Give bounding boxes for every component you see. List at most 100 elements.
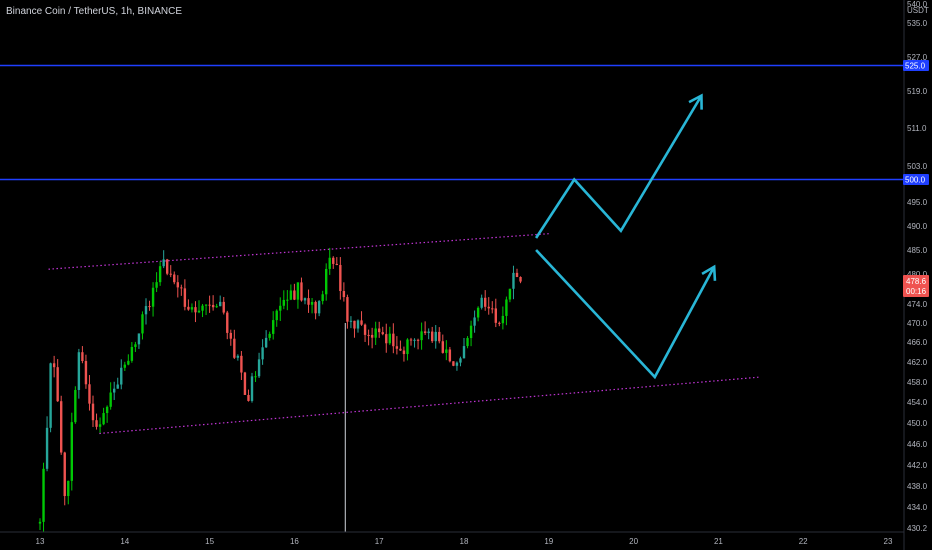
candle-body xyxy=(488,307,490,309)
candle-body xyxy=(145,306,147,314)
candle-body xyxy=(509,289,511,300)
candle-body xyxy=(49,363,51,428)
candle-body xyxy=(314,302,316,313)
candle-body xyxy=(470,326,472,338)
price-tick-label: 446.0 xyxy=(907,440,928,449)
candle-body xyxy=(56,367,58,401)
time-tick-label: 15 xyxy=(205,537,214,546)
candle-body xyxy=(268,334,270,338)
candle-body xyxy=(64,453,66,497)
price-level-badge-label: 500.0 xyxy=(905,176,926,185)
candle-body xyxy=(258,359,260,376)
candle-body xyxy=(201,306,203,311)
price-tick-label: 462.0 xyxy=(907,358,928,367)
candle-body xyxy=(60,401,62,452)
candle-body xyxy=(215,306,217,307)
candle-body xyxy=(265,338,267,347)
candle-body xyxy=(276,311,278,320)
candle-body xyxy=(459,358,461,362)
candle-body xyxy=(106,407,108,413)
candle-body xyxy=(109,393,111,407)
candle-body xyxy=(180,287,182,288)
candle-body xyxy=(449,349,451,361)
candle-body xyxy=(272,320,274,334)
candle-body xyxy=(74,390,76,422)
price-tick-label: 434.0 xyxy=(907,503,928,512)
candle-body xyxy=(279,306,281,311)
candle-body xyxy=(491,308,493,309)
price-axis[interactable]: 540.0535.0527.0519.0511.0503.0495.0490.0… xyxy=(907,0,929,533)
candle-body xyxy=(120,368,122,385)
candle-body xyxy=(226,313,228,333)
candle-body xyxy=(346,297,348,322)
projection-breakout-path[interactable] xyxy=(536,96,701,238)
candle-body xyxy=(88,384,90,403)
time-tick-label: 20 xyxy=(629,537,638,546)
price-tick-label: 490.0 xyxy=(907,222,928,231)
candle-body xyxy=(159,266,161,282)
candle-body xyxy=(353,321,355,329)
channel-lower-line[interactable] xyxy=(99,377,760,434)
candle-body xyxy=(350,321,352,322)
candle-body xyxy=(332,258,334,264)
candle-body xyxy=(286,300,288,301)
time-axis[interactable]: 1314151617181920212223 xyxy=(36,537,893,546)
candle-body xyxy=(427,332,429,333)
price-tick-label: 470.0 xyxy=(907,319,928,328)
candle-body xyxy=(244,373,246,395)
candle-body xyxy=(336,264,338,265)
candle-body xyxy=(307,298,309,305)
candle-body xyxy=(187,307,189,310)
candle-body xyxy=(435,332,437,341)
time-tick-label: 22 xyxy=(799,537,808,546)
candle-body xyxy=(92,404,94,421)
candle-body xyxy=(67,481,69,496)
candle-body xyxy=(442,341,444,353)
time-tick-label: 19 xyxy=(544,537,553,546)
candle-body xyxy=(399,349,401,351)
price-tick-label: 454.0 xyxy=(907,398,928,407)
price-tick-label: 438.0 xyxy=(907,482,928,491)
price-unit-label: USDT xyxy=(907,6,929,15)
candle-body xyxy=(357,320,359,328)
candle-body xyxy=(148,306,150,307)
candle-body xyxy=(371,335,373,338)
candle-body xyxy=(329,258,331,269)
candle-body xyxy=(208,305,210,306)
price-tick-label: 458.0 xyxy=(907,378,928,387)
candle-body xyxy=(99,424,101,427)
price-tick-label: 442.0 xyxy=(907,461,928,470)
candle-body xyxy=(240,356,242,373)
candle-body xyxy=(251,376,253,401)
candle-body xyxy=(466,338,468,346)
price-tick-label: 474.0 xyxy=(907,300,928,309)
time-tick-label: 14 xyxy=(120,537,129,546)
candle-body xyxy=(39,522,41,524)
candle-body xyxy=(42,469,44,522)
price-tick-label: 503.0 xyxy=(907,162,928,171)
candle-body xyxy=(498,323,500,324)
candle-body xyxy=(495,308,497,322)
candle-body xyxy=(254,376,256,377)
candle-body xyxy=(297,282,299,299)
time-tick-label: 18 xyxy=(460,537,469,546)
channel-upper-line[interactable] xyxy=(48,234,548,270)
candle-body xyxy=(300,282,302,300)
candle-body xyxy=(378,328,380,332)
candle-body xyxy=(389,334,391,344)
price-tick-label: 535.0 xyxy=(907,19,928,28)
candle-body xyxy=(364,325,366,335)
price-tick-label: 485.0 xyxy=(907,246,928,255)
candle-body xyxy=(293,290,295,299)
candle-body xyxy=(102,413,104,424)
candle-body xyxy=(127,361,129,365)
candle-body xyxy=(113,389,115,393)
candle-body xyxy=(505,299,507,315)
projection-retest-path[interactable] xyxy=(536,250,714,377)
candle-body xyxy=(403,351,405,355)
candle-body xyxy=(131,347,133,361)
candle-body xyxy=(81,352,83,361)
candle-body xyxy=(392,334,394,347)
